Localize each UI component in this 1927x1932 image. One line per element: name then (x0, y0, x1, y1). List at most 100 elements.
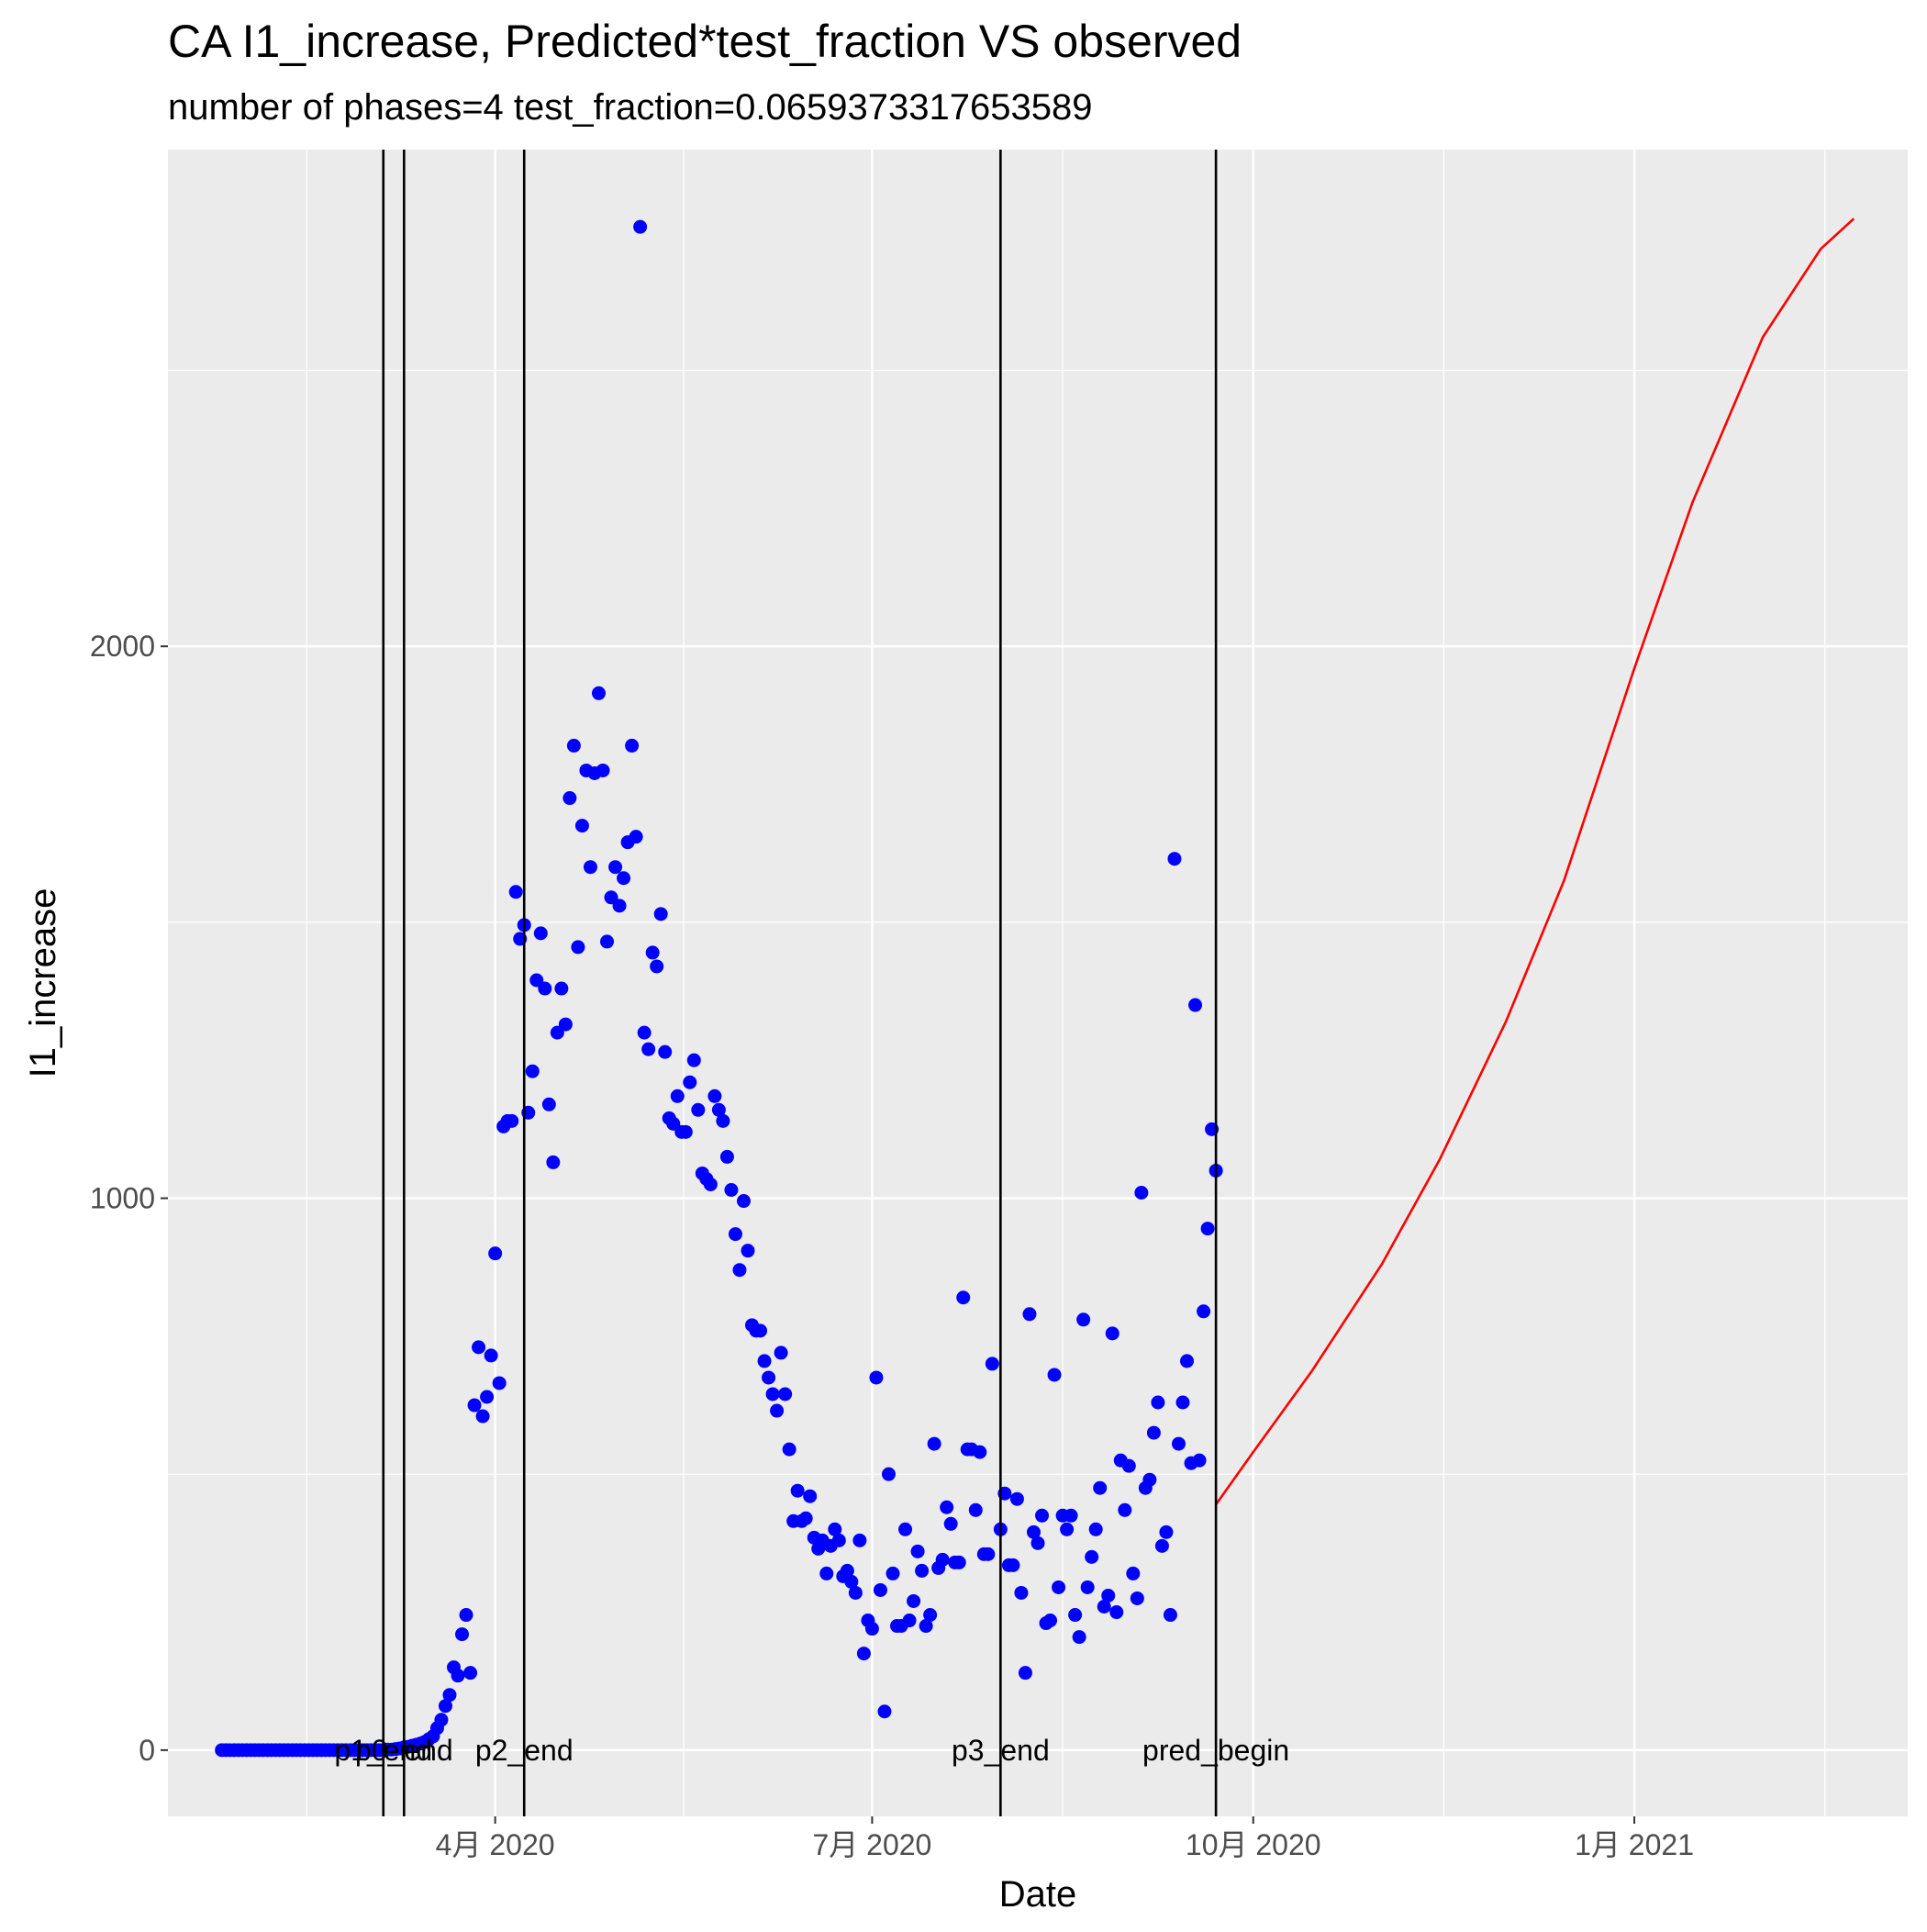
observed-point (707, 1089, 722, 1103)
observed-point (790, 1483, 805, 1498)
observed-point (770, 1403, 785, 1418)
observed-point (475, 1409, 490, 1424)
x-axis-title: Date (999, 1874, 1077, 1915)
observed-point (1043, 1614, 1058, 1628)
observed-point (1154, 1538, 1169, 1553)
chart-subtitle: number of phases=4 test_fraction=0.06593… (168, 87, 1092, 128)
observed-point (1159, 1524, 1174, 1539)
observed-point (782, 1442, 796, 1457)
observed-point (1088, 1522, 1103, 1536)
observed-point (484, 1348, 498, 1363)
observed-point (1109, 1605, 1124, 1620)
observed-point (1060, 1522, 1075, 1536)
observed-point (442, 1688, 457, 1703)
observed-point (803, 1489, 818, 1503)
observed-point (508, 885, 523, 899)
observed-point (650, 959, 664, 974)
phase-label-p3-end: p3_end (952, 1734, 1050, 1767)
observed-point (856, 1647, 871, 1661)
x-tick-label: 7月 2020 (812, 1828, 931, 1861)
observed-point (434, 1713, 449, 1727)
observed-point (1093, 1480, 1108, 1495)
observed-point (719, 1149, 734, 1164)
observed-point (1130, 1591, 1144, 1605)
observed-point (956, 1290, 971, 1305)
x-tick-label: 4月 2020 (436, 1828, 555, 1861)
data-layer (215, 218, 1855, 1758)
observed-point (1146, 1425, 1161, 1440)
observed-point (546, 1155, 561, 1169)
observed-point (1142, 1472, 1157, 1487)
observed-point (741, 1244, 755, 1258)
observed-point (488, 1246, 503, 1261)
observed-point (686, 1053, 701, 1067)
observed-point (703, 1177, 718, 1191)
gridlines (168, 150, 1908, 1816)
observed-point (505, 1113, 519, 1128)
observed-point (459, 1608, 473, 1623)
observed-point (716, 1113, 730, 1128)
observed-point (1014, 1585, 1029, 1600)
observed-point (1167, 852, 1182, 866)
observed-point (1188, 998, 1203, 1012)
observed-point (612, 899, 627, 913)
observed-point (1097, 1599, 1111, 1614)
observed-point (691, 1102, 706, 1117)
observed-point (596, 763, 610, 777)
observed-point (973, 1445, 987, 1459)
observed-point (844, 1574, 859, 1589)
observed-point (1030, 1536, 1045, 1550)
observed-point (757, 1354, 772, 1368)
observed-point (1121, 1458, 1136, 1473)
observed-point (558, 1017, 573, 1032)
observed-point (438, 1699, 452, 1714)
observed-point (886, 1566, 900, 1580)
phase-label-p2-end: p2_end (475, 1734, 574, 1767)
observed-point (1035, 1508, 1050, 1523)
observed-point (915, 1563, 930, 1578)
observed-point (840, 1563, 854, 1578)
observed-point (852, 1533, 867, 1547)
observed-point (600, 934, 615, 949)
observed-point (831, 1533, 846, 1547)
observed-point (927, 1436, 941, 1451)
observed-point (1101, 1588, 1116, 1603)
observed-point (762, 1370, 776, 1385)
observed-point (873, 1582, 887, 1597)
observed-point (455, 1627, 470, 1642)
y-tick-label: 0 (139, 1734, 155, 1767)
y-axis-title: I1_increase (23, 888, 63, 1078)
observed-point (1105, 1326, 1119, 1341)
observed-point (678, 1124, 693, 1139)
observed-point (583, 860, 597, 875)
observed-point (525, 1064, 540, 1078)
observed-point (645, 945, 660, 960)
observed-point (1163, 1608, 1177, 1623)
observed-point (828, 1522, 842, 1536)
observed-point (1175, 1395, 1190, 1410)
observed-point (533, 926, 548, 941)
observed-point (1171, 1436, 1186, 1451)
observed-point (1022, 1307, 1037, 1322)
observed-point (451, 1669, 465, 1683)
observed-point (625, 738, 640, 753)
observed-point (1080, 1580, 1095, 1594)
phase-label-p0-end: p0_end (355, 1734, 453, 1767)
observed-point (571, 940, 585, 955)
observed-point (1009, 1491, 1024, 1506)
observed-point (711, 1102, 726, 1117)
observed-point (1192, 1453, 1207, 1468)
observed-point (881, 1467, 896, 1481)
observed-point (637, 1025, 652, 1040)
observed-point (591, 686, 606, 700)
observed-point (1151, 1395, 1165, 1410)
observed-point (1052, 1580, 1066, 1594)
observed-point (492, 1376, 507, 1390)
observed-point (753, 1323, 768, 1338)
observed-point (641, 1042, 656, 1056)
observed-point (629, 830, 643, 844)
observed-point (778, 1387, 793, 1402)
observed-point (1134, 1186, 1149, 1201)
